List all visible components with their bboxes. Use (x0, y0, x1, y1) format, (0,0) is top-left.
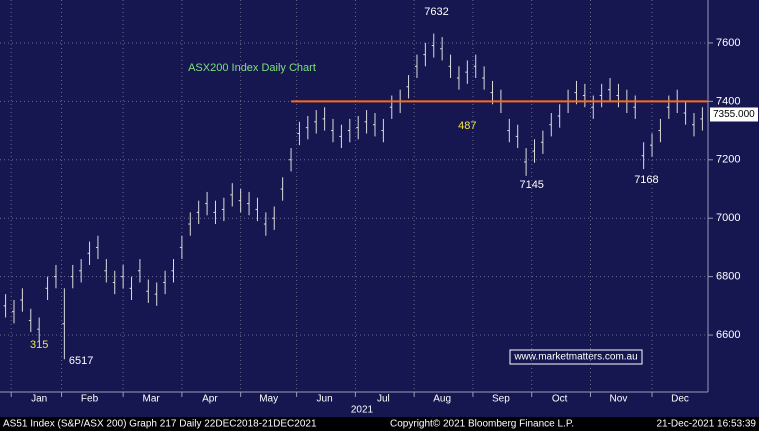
x-tick-label: Nov (610, 394, 628, 405)
x-tick-label: Sep (492, 394, 510, 405)
annotation: 315 (30, 339, 48, 351)
footer-bar (0, 417, 759, 431)
annotation: 6517 (69, 355, 93, 367)
y-tick-label: 7400 (716, 95, 740, 107)
x-tick-label: May (259, 394, 278, 405)
last-price-label: 7355.000 (713, 109, 755, 120)
x-tick-label: Jun (317, 394, 333, 405)
y-tick-label: 6800 (716, 271, 740, 283)
y-tick-label: 7600 (716, 37, 740, 49)
background (0, 0, 759, 417)
x-tick-label: Dec (671, 394, 689, 405)
chart-title: ASX200 Index Daily Chart (188, 62, 316, 74)
year-label: 2021 (351, 405, 374, 416)
website-box (509, 349, 643, 365)
last-price-box (710, 107, 758, 122)
annotation: 7632 (424, 6, 448, 18)
y-tick-label: 7000 (716, 212, 740, 224)
x-tick-label: Mar (142, 394, 160, 405)
x-tick-label: Aug (433, 394, 451, 405)
annotation: 7168 (634, 174, 658, 186)
annotation: 487 (458, 120, 476, 132)
annotation: 7145 (519, 179, 543, 191)
x-tick-label: Jul (377, 394, 390, 405)
x-tick-label: Feb (81, 394, 99, 405)
y-tick-label: 7200 (716, 154, 740, 166)
website: www.marketmatters.com.au (513, 352, 637, 363)
y-tick-label: 6600 (716, 329, 740, 341)
x-tick-label: Oct (552, 394, 568, 405)
x-tick-label: Jan (31, 394, 47, 405)
footer-center: Copyright© 2021 Bloomberg Finance L.P. (390, 419, 574, 430)
x-tick-label: Apr (202, 394, 218, 405)
footer-left: AS51 Index (S&P/ASX 200) Graph 217 Daily… (3, 419, 317, 430)
footer-right: 21-Dec-2021 16:53:39 (656, 419, 756, 430)
